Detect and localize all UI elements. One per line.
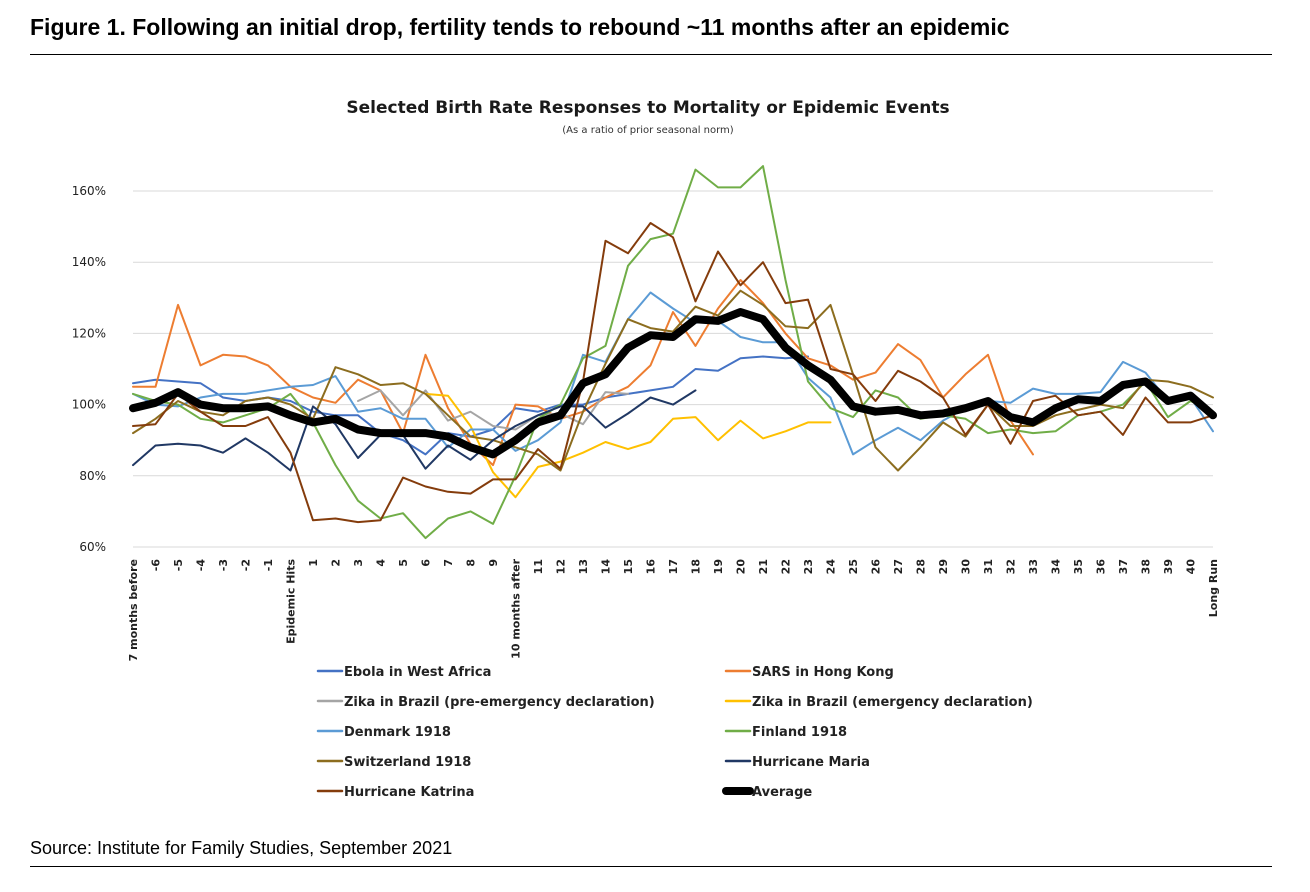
x-tick-label: -2 bbox=[240, 559, 253, 571]
series-line-sars-in-hong-kong bbox=[132, 279, 1034, 467]
x-tick-label: 6 bbox=[420, 559, 433, 567]
x-axis-ticks: 7 months before -6 -5 -4 -3 -2 -1 Epidemic Hits… bbox=[127, 558, 1220, 661]
x-tick-label: 4 bbox=[375, 559, 388, 567]
x-tick-label: 17 bbox=[667, 559, 680, 574]
x-tick-label: 2 bbox=[330, 559, 343, 567]
x-tick-label: 20 bbox=[735, 559, 748, 575]
x-tick-label: 11 bbox=[532, 559, 545, 574]
x-tick-label: 12 bbox=[555, 559, 568, 574]
bottom-rule bbox=[30, 866, 1272, 867]
y-tick-label: 60% bbox=[79, 540, 106, 554]
x-tick-label: 38 bbox=[1140, 559, 1153, 574]
line-chart: Selected Birth Rate Responses to Mortali… bbox=[72, 98, 1220, 800]
x-tick-label: 35 bbox=[1072, 559, 1085, 574]
x-tick-label: Long Run bbox=[1207, 559, 1220, 617]
legend-label: Hurricane Katrina bbox=[344, 785, 474, 800]
series-lines bbox=[129, 165, 1217, 540]
x-tick-label: 19 bbox=[712, 559, 725, 574]
x-tick-label: 16 bbox=[645, 559, 658, 575]
x-tick-label: 23 bbox=[802, 559, 815, 574]
series-line-hurricane-maria bbox=[132, 389, 697, 472]
legend-label: SARS in Hong Kong bbox=[752, 665, 894, 680]
y-tick-label: 120% bbox=[72, 326, 106, 340]
series-line-hurricane-katrina bbox=[132, 222, 1214, 524]
series-line-switzerland-1918 bbox=[132, 289, 1214, 472]
x-tick-label: 13 bbox=[577, 559, 590, 574]
x-tick-label: 31 bbox=[982, 559, 995, 574]
legend-label: Switzerland 1918 bbox=[344, 755, 471, 770]
x-tick-label: 14 bbox=[600, 559, 613, 575]
x-tick-label: 15 bbox=[622, 559, 635, 574]
x-tick-label: 29 bbox=[937, 559, 950, 574]
x-tick-label: -6 bbox=[150, 559, 163, 572]
x-tick-label: 8 bbox=[465, 559, 478, 567]
legend-label: Hurricane Maria bbox=[752, 755, 870, 770]
x-tick-label: 30 bbox=[960, 559, 973, 575]
y-tick-label: 160% bbox=[72, 184, 106, 198]
legend-label: Zika in Brazil (emergency declaration) bbox=[752, 695, 1033, 710]
source-note: Source: Institute for Family Studies, Se… bbox=[30, 838, 453, 858]
y-axis-ticks: 60% 80% 100% 120% 140% 160% bbox=[72, 184, 106, 554]
legend-label: Average bbox=[752, 785, 812, 800]
x-tick-label: 34 bbox=[1050, 559, 1063, 575]
legend-label: Ebola in West Africa bbox=[344, 665, 491, 680]
x-tick-label: 1 bbox=[307, 559, 320, 567]
x-tick-label: 21 bbox=[757, 559, 770, 574]
chart-subtitle: (As a ratio of prior seasonal norm) bbox=[562, 125, 734, 136]
x-tick-label: 25 bbox=[847, 559, 860, 574]
x-tick-label: 36 bbox=[1095, 559, 1108, 575]
legend-label: Zika in Brazil (pre-emergency declaratio… bbox=[344, 695, 655, 710]
x-tick-label: 40 bbox=[1185, 559, 1198, 575]
y-tick-label: 100% bbox=[72, 398, 106, 412]
x-tick-label: -1 bbox=[262, 559, 275, 571]
series-line-denmark-1918 bbox=[132, 291, 1214, 456]
x-tick-label: 27 bbox=[892, 559, 905, 574]
x-tick-label: -3 bbox=[217, 559, 230, 571]
x-tick-label: -4 bbox=[195, 559, 208, 572]
x-tick-label: Epidemic Hits bbox=[285, 559, 298, 644]
series-line-average bbox=[129, 308, 1217, 459]
x-tick-label: 7 months before bbox=[127, 559, 140, 661]
x-tick-label: 28 bbox=[915, 559, 928, 574]
top-rule bbox=[30, 54, 1272, 55]
legend-label: Denmark 1918 bbox=[344, 725, 451, 740]
series-line-finland-1918 bbox=[132, 165, 1214, 540]
gridlines bbox=[133, 190, 1213, 548]
x-tick-label: 9 bbox=[487, 559, 500, 567]
y-tick-label: 140% bbox=[72, 255, 106, 269]
x-tick-label: -5 bbox=[172, 559, 185, 571]
x-tick-label: 39 bbox=[1162, 559, 1175, 574]
x-tick-label: 3 bbox=[352, 559, 365, 567]
legend-label: Finland 1918 bbox=[752, 725, 847, 740]
series-line-zika-in-brazil-pre-emergency-declaration bbox=[357, 389, 629, 431]
x-tick-label: 5 bbox=[397, 559, 410, 567]
x-tick-label: 37 bbox=[1117, 559, 1130, 574]
x-tick-label: 7 bbox=[442, 559, 455, 567]
x-tick-label: 24 bbox=[825, 559, 838, 575]
figure-title: Figure 1. Following an initial drop, fer… bbox=[30, 14, 1010, 40]
series-line-zika-in-brazil-emergency-declaration bbox=[424, 392, 832, 499]
x-tick-label: 26 bbox=[870, 559, 883, 575]
x-tick-label: 32 bbox=[1005, 559, 1018, 574]
x-tick-label: 10 months after bbox=[510, 558, 523, 658]
x-tick-label: 33 bbox=[1027, 559, 1040, 574]
y-tick-label: 80% bbox=[79, 469, 106, 483]
chart-title: Selected Birth Rate Responses to Mortali… bbox=[346, 98, 949, 118]
x-tick-label: 22 bbox=[780, 559, 793, 574]
x-tick-label: 18 bbox=[690, 559, 703, 574]
legend: Ebola in West Africa SARS in Hong Kong Zik… bbox=[316, 665, 1033, 800]
